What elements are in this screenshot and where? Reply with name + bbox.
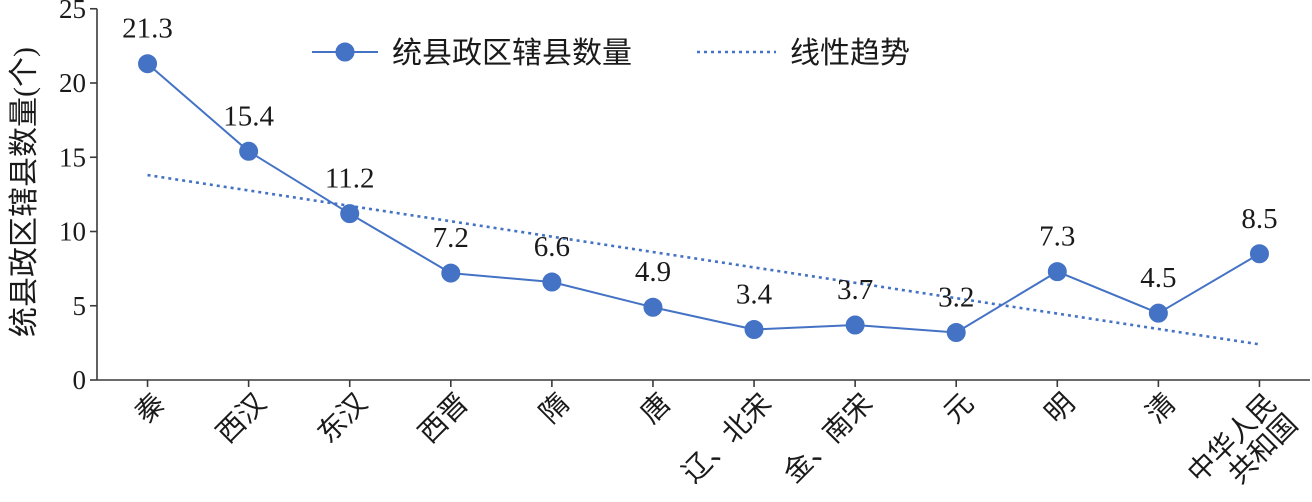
data-label: 7.3 xyxy=(1039,221,1075,253)
y-tick-label: 10 xyxy=(59,217,86,247)
x-tick-label: 西晋 xyxy=(413,388,475,450)
x-tick-label-group: 西汉 xyxy=(211,388,273,450)
y-tick-label: 0 xyxy=(73,365,87,395)
x-tick-label-group: 东汉 xyxy=(311,387,373,449)
data-label: 3.2 xyxy=(938,281,974,313)
x-tick-label-group: 辽、北宋 xyxy=(676,387,778,489)
x-tick-label: 辽、北宋 xyxy=(676,387,778,489)
x-axis-ticks: 秦西汉 东汉 西晋 隋 唐辽、北宋 金、南宋 元 明 清中华人民共和国 xyxy=(129,380,1305,502)
data-label: 15.4 xyxy=(223,100,274,132)
x-tick-label: 东汉 xyxy=(311,387,373,449)
y-tick-label: 20 xyxy=(59,68,86,98)
x-tick-label: 明 xyxy=(1040,388,1082,430)
data-point xyxy=(340,204,360,224)
series-layer xyxy=(138,54,1269,342)
legend: 统县政区辖县数量 线性趋势 xyxy=(312,37,910,70)
data-point xyxy=(138,54,158,74)
trendline xyxy=(147,173,1260,346)
x-tick-label-group: 中华人民共和国 xyxy=(1182,387,1305,502)
x-tick-label: 隋 xyxy=(533,387,575,429)
data-point xyxy=(1148,303,1168,323)
data-label: 3.4 xyxy=(736,279,773,311)
x-tick-label-group: 西晋 xyxy=(413,388,475,450)
data-label: 7.2 xyxy=(433,222,469,254)
x-tick-label: 中华人民共和国 xyxy=(1182,387,1305,502)
legend-series-label: 统县政区辖县数量 xyxy=(392,37,632,70)
data-point xyxy=(744,320,764,340)
trendline-layer xyxy=(147,173,1260,346)
x-tick-label: 秦 xyxy=(129,387,171,429)
data-point xyxy=(441,263,461,283)
y-tick-label: 25 xyxy=(59,0,86,24)
data-point xyxy=(239,141,259,161)
x-tick-label-group: 金、南宋 xyxy=(777,387,879,489)
x-tick-label: 唐 xyxy=(634,387,676,429)
data-label-layer: 21.3 15.4 11.2 7.2 6.6 4.9 3.4 3.7 3.2 7.3 4.5 8.5 xyxy=(122,13,1277,314)
x-tick-label: 清 xyxy=(1140,387,1182,429)
x-tick-label: 元 xyxy=(938,388,980,430)
data-label: 21.3 xyxy=(122,13,173,45)
legend-trendline-label: 线性趋势 xyxy=(790,37,910,70)
data-label: 8.5 xyxy=(1241,203,1277,235)
x-tick-label-group: 清 xyxy=(1140,387,1182,429)
data-point xyxy=(845,315,865,335)
data-point xyxy=(643,297,663,317)
x-tick-label-group: 元 xyxy=(938,388,980,430)
data-label: 4.9 xyxy=(635,256,671,288)
data-point xyxy=(1047,262,1067,282)
data-label: 4.5 xyxy=(1140,262,1176,294)
y-axis-ticks: 0 5 10 15 20 25 xyxy=(59,0,97,395)
x-tick-label-group: 唐 xyxy=(634,387,676,429)
y-tick-label: 5 xyxy=(73,291,87,321)
y-axis-title: 统县政区辖县数量(个) xyxy=(8,47,41,337)
legend-series-marker xyxy=(335,42,355,62)
data-label: 3.7 xyxy=(837,274,873,306)
data-label: 6.6 xyxy=(534,231,570,263)
y-tick-label: 15 xyxy=(59,142,86,172)
data-point xyxy=(946,322,966,342)
x-tick-label: 西汉 xyxy=(211,388,273,450)
data-point xyxy=(1249,244,1269,264)
x-tick-label-group: 明 xyxy=(1040,388,1082,430)
data-point xyxy=(542,272,562,292)
x-tick-label-group: 秦 xyxy=(129,387,171,429)
data-label: 11.2 xyxy=(325,163,375,195)
x-tick-label: 金、南宋 xyxy=(777,387,879,489)
x-tick-label-group: 隋 xyxy=(533,387,575,429)
series-line xyxy=(146,62,1260,334)
